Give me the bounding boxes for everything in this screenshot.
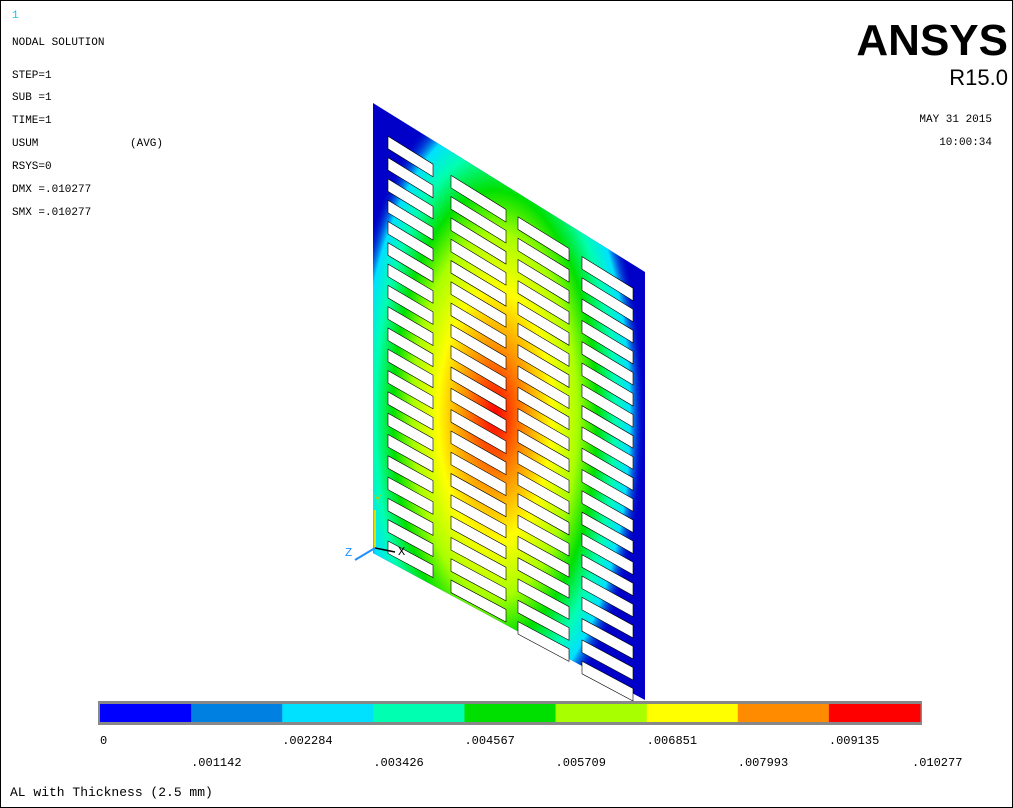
legend-label: .002284: [282, 734, 332, 748]
legend-label: .003426: [373, 756, 423, 770]
triad-z: Z: [345, 546, 352, 560]
info-line: STEP=1: [12, 70, 52, 82]
legend-swatch: [282, 704, 374, 722]
info-title: NODAL SOLUTION: [12, 37, 104, 49]
legend-swatch: [738, 704, 830, 722]
triad-y: Y: [374, 493, 381, 507]
footer: AL with Thickness (2.5 mm): [10, 785, 213, 800]
legend-swatch: [464, 704, 556, 722]
legend-swatch: [191, 704, 283, 722]
legend-swatch: [829, 704, 921, 722]
date: MAY 31 2015: [919, 114, 992, 126]
info-line: (AVG): [130, 138, 163, 150]
legend-label: .010277: [912, 756, 962, 770]
legend-label: .007993: [738, 756, 788, 770]
time: 10:00:34: [939, 137, 992, 149]
release: R15.0: [949, 65, 1008, 90]
legend-label: .004567: [464, 734, 514, 748]
viewport-number: 1: [12, 10, 19, 22]
info-line: TIME=1: [12, 115, 52, 127]
info-line: SUB =1: [12, 92, 52, 104]
brand: ANSYS: [856, 16, 1008, 65]
triad-x: X: [398, 545, 405, 559]
info-line: DMX =.010277: [12, 184, 91, 196]
legend-label: .009135: [829, 734, 879, 748]
legend-swatch: [100, 704, 192, 722]
info-line: USUM: [12, 138, 38, 150]
info-line: SMX =.010277: [12, 207, 91, 219]
legend-label: .006851: [647, 734, 697, 748]
legend-swatch: [647, 704, 739, 722]
legend-swatch: [556, 704, 648, 722]
legend-swatch: [373, 704, 465, 722]
info-line: RSYS=0: [12, 161, 52, 173]
ansys-viewport: Y X Z 1 NODAL SOLUTION STEP=1 SUB =1 TIM…: [0, 0, 1013, 808]
legend-label: 0: [100, 734, 107, 748]
legend-label: .001142: [191, 756, 241, 770]
legend-label: .005709: [556, 756, 606, 770]
